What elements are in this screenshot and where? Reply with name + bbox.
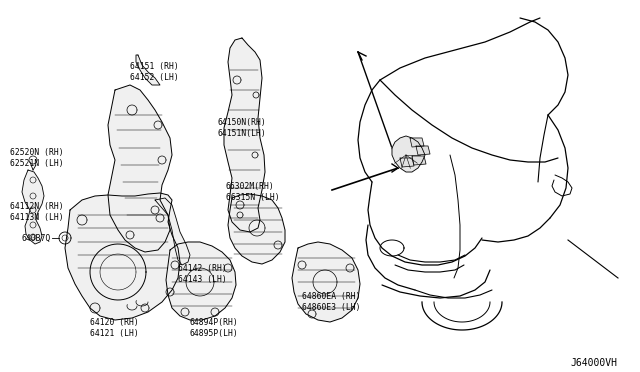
Text: 64120 (RH)
64121 (LH): 64120 (RH) 64121 (LH) xyxy=(90,318,139,338)
Text: 64112N (RH)
64113N (LH): 64112N (RH) 64113N (LH) xyxy=(10,202,63,222)
Polygon shape xyxy=(400,158,414,167)
Polygon shape xyxy=(416,146,430,155)
Text: 640B7Q: 640B7Q xyxy=(22,234,51,243)
Polygon shape xyxy=(136,55,160,85)
Polygon shape xyxy=(292,242,360,322)
Text: 64860EA (RH)
64860E3 (LH): 64860EA (RH) 64860E3 (LH) xyxy=(302,292,360,312)
Polygon shape xyxy=(224,38,265,232)
Polygon shape xyxy=(392,136,425,172)
Text: 64151 (RH)
64152 (LH): 64151 (RH) 64152 (LH) xyxy=(130,62,179,82)
Polygon shape xyxy=(410,138,424,147)
Text: 64142 (RH)
64143 (LH): 64142 (RH) 64143 (LH) xyxy=(178,264,227,284)
Polygon shape xyxy=(166,242,236,320)
Polygon shape xyxy=(228,194,285,264)
Polygon shape xyxy=(65,193,180,320)
Polygon shape xyxy=(22,170,44,244)
Text: 64894P(RH)
64895P(LH): 64894P(RH) 64895P(LH) xyxy=(190,318,239,338)
Polygon shape xyxy=(108,85,172,252)
Text: 64150N(RH)
64151N(LH): 64150N(RH) 64151N(LH) xyxy=(218,118,267,138)
Text: 62520N (RH)
62521N (LH): 62520N (RH) 62521N (LH) xyxy=(10,148,63,168)
Text: 66302M(RH)
66315N (LH): 66302M(RH) 66315N (LH) xyxy=(226,182,280,202)
Polygon shape xyxy=(155,198,190,265)
Text: J64000VH: J64000VH xyxy=(570,358,617,368)
Polygon shape xyxy=(412,156,426,165)
